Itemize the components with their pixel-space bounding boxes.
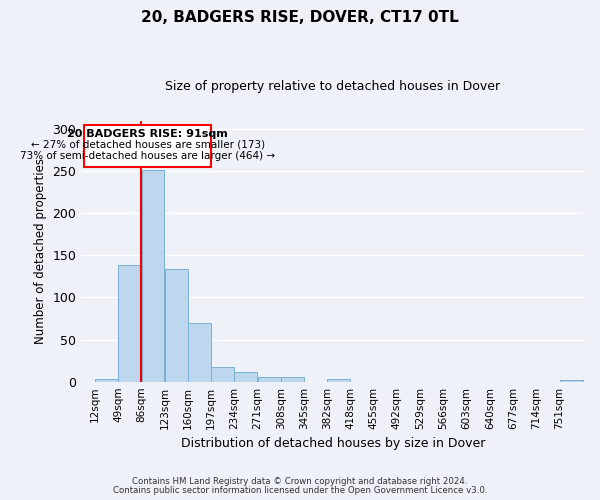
Text: 20, BADGERS RISE, DOVER, CT17 0TL: 20, BADGERS RISE, DOVER, CT17 0TL bbox=[141, 10, 459, 25]
Bar bbox=[118, 264, 141, 382]
Bar bbox=[142, 170, 164, 382]
Bar bbox=[165, 269, 188, 382]
Y-axis label: Number of detached properties: Number of detached properties bbox=[34, 158, 47, 344]
Bar bbox=[281, 378, 304, 382]
Bar bbox=[211, 366, 234, 382]
Text: ← 27% of detached houses are smaller (173): ← 27% of detached houses are smaller (17… bbox=[31, 140, 265, 150]
Text: Contains public sector information licensed under the Open Government Licence v3: Contains public sector information licen… bbox=[113, 486, 487, 495]
FancyBboxPatch shape bbox=[85, 125, 211, 167]
Text: Contains HM Land Registry data © Crown copyright and database right 2024.: Contains HM Land Registry data © Crown c… bbox=[132, 477, 468, 486]
Bar bbox=[235, 372, 257, 382]
Title: Size of property relative to detached houses in Dover: Size of property relative to detached ho… bbox=[166, 80, 500, 93]
X-axis label: Distribution of detached houses by size in Dover: Distribution of detached houses by size … bbox=[181, 437, 485, 450]
Bar bbox=[95, 379, 118, 382]
Bar bbox=[328, 379, 350, 382]
Bar bbox=[257, 378, 281, 382]
Text: 20 BADGERS RISE: 91sqm: 20 BADGERS RISE: 91sqm bbox=[67, 129, 228, 139]
Text: 73% of semi-detached houses are larger (464) →: 73% of semi-detached houses are larger (… bbox=[20, 151, 275, 161]
Bar bbox=[560, 380, 583, 382]
Bar bbox=[188, 322, 211, 382]
